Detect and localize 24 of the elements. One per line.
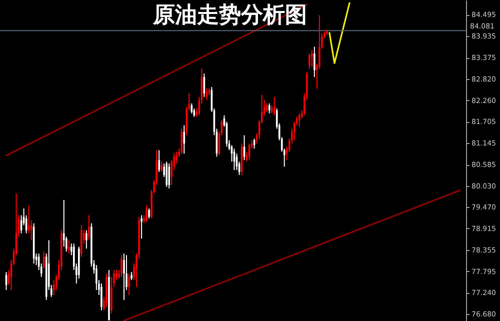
candlestick [311,50,313,68]
candlestick [166,161,168,188]
candlestick [168,163,170,189]
candlestick [314,46,316,78]
candlestick [68,240,70,254]
chart-title: 原油走势分析图 [152,3,307,28]
candlestick [293,121,296,141]
candlestick [158,150,160,172]
candlestick [62,199,65,248]
candlestick [80,224,82,258]
candlestick [160,161,162,172]
candlestick [183,124,186,154]
candlestick [140,214,142,240]
candlestick [308,53,310,70]
candlestick [180,128,183,154]
candlestick [100,282,102,311]
candlestick [86,230,88,250]
candlestick [120,254,122,278]
candlestick [123,253,125,300]
candlestick [298,112,300,128]
candlestick [146,204,148,222]
candlestick [88,214,90,241]
candlestick [148,208,150,219]
candlestick [128,273,130,296]
